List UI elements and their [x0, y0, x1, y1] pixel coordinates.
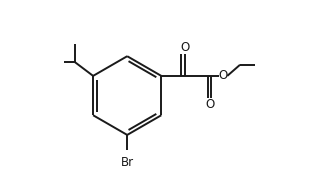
Text: Br: Br [121, 156, 134, 169]
Text: O: O [205, 98, 214, 111]
Text: O: O [180, 41, 189, 54]
Text: O: O [218, 69, 227, 82]
